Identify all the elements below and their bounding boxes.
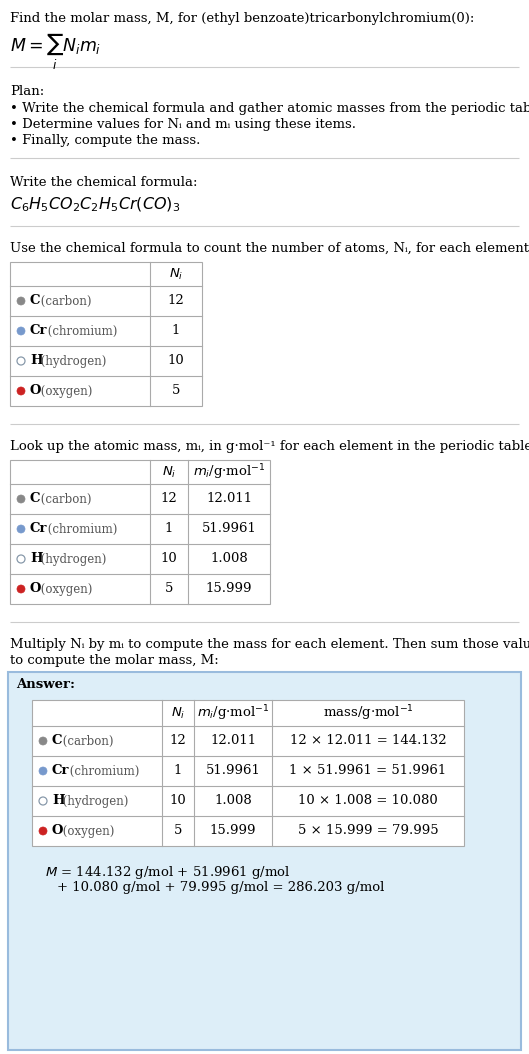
Text: Use the chemical formula to count the number of atoms, Nᵢ, for each element:: Use the chemical formula to count the nu… [10,242,529,255]
Text: $N_i$: $N_i$ [171,705,185,721]
Circle shape [17,357,25,365]
Text: • Write the chemical formula and gather atomic masses from the periodic table.: • Write the chemical formula and gather … [10,102,529,115]
Text: (carbon): (carbon) [37,492,92,506]
Text: C: C [30,294,41,308]
Text: H: H [30,552,43,566]
FancyBboxPatch shape [8,672,521,1050]
Circle shape [17,585,25,593]
Text: 51.9961: 51.9961 [202,523,257,535]
Text: (hydrogen): (hydrogen) [59,795,129,807]
Text: mass/g·mol$^{-1}$: mass/g·mol$^{-1}$ [323,703,414,723]
Text: $C_6H_5CO_2C_2H_5Cr(CO)_3$: $C_6H_5CO_2C_2H_5Cr(CO)_3$ [10,196,180,214]
Text: Cr: Cr [30,325,48,337]
Bar [10,262,202,406]
Text: $m_i$/g·mol$^{-1}$: $m_i$/g·mol$^{-1}$ [197,703,269,723]
Text: • Determine values for Nᵢ and mᵢ using these items.: • Determine values for Nᵢ and mᵢ using t… [10,118,356,131]
Text: (chromium): (chromium) [67,764,140,778]
Text: Find the molar mass, M, for (ethyl benzoate)tricarbonylchromium(0):: Find the molar mass, M, for (ethyl benzo… [10,12,475,25]
Circle shape [39,827,47,835]
Text: (hydrogen): (hydrogen) [37,354,106,368]
Text: 12: 12 [168,294,185,308]
Text: to compute the molar mass, M:: to compute the molar mass, M: [10,653,219,667]
Text: 10 × 1.008 = 10.080: 10 × 1.008 = 10.080 [298,795,438,807]
Text: $M$ = 144.132 g/mol + 51.9961 g/mol: $M$ = 144.132 g/mol + 51.9961 g/mol [45,864,290,881]
Bar [32,700,464,846]
Text: 1: 1 [165,523,173,535]
Text: C: C [52,735,62,747]
Text: 5: 5 [165,583,173,596]
Text: C: C [30,492,41,506]
Text: 51.9961: 51.9961 [206,764,260,778]
Circle shape [39,797,47,805]
Text: (oxygen): (oxygen) [37,583,93,596]
Text: 5 × 15.999 = 79.995: 5 × 15.999 = 79.995 [298,824,439,838]
Text: Cr: Cr [30,523,48,535]
Text: (hydrogen): (hydrogen) [37,552,106,566]
Text: Multiply Nᵢ by mᵢ to compute the mass for each element. Then sum those values: Multiply Nᵢ by mᵢ to compute the mass fo… [10,638,529,651]
Text: 12.011: 12.011 [210,735,256,747]
Text: (carbon): (carbon) [37,294,92,308]
Text: 15.999: 15.999 [206,583,252,596]
Text: 10: 10 [170,795,186,807]
Text: O: O [30,583,41,596]
Text: $N_i$: $N_i$ [169,267,183,281]
Text: 1.008: 1.008 [214,795,252,807]
Circle shape [17,555,25,563]
Circle shape [17,525,25,533]
Circle shape [39,737,47,745]
Text: 12: 12 [161,492,177,506]
Text: (chromium): (chromium) [44,523,118,535]
Text: 5: 5 [174,824,182,838]
Circle shape [17,327,25,335]
Text: $N_i$: $N_i$ [162,465,176,480]
Text: 1: 1 [174,764,182,778]
Text: O: O [52,824,63,838]
Text: Write the chemical formula:: Write the chemical formula: [10,176,197,189]
Bar [10,460,270,604]
Text: + 10.080 g/mol + 79.995 g/mol = 286.203 g/mol: + 10.080 g/mol + 79.995 g/mol = 286.203 … [57,881,385,894]
Circle shape [17,495,25,503]
Text: 5: 5 [172,385,180,397]
Text: H: H [30,354,43,368]
Text: Plan:: Plan: [10,85,44,98]
Circle shape [17,297,25,305]
Text: 10: 10 [161,552,177,566]
Text: 10: 10 [168,354,185,368]
Text: 12: 12 [170,735,186,747]
Text: Answer:: Answer: [16,678,75,691]
Text: • Finally, compute the mass.: • Finally, compute the mass. [10,134,200,147]
Text: O: O [30,385,41,397]
Text: (chromium): (chromium) [44,325,118,337]
Circle shape [17,387,25,395]
Text: (oxygen): (oxygen) [59,824,115,838]
Text: Cr: Cr [52,764,69,778]
Text: 15.999: 15.999 [210,824,256,838]
Text: 1.008: 1.008 [210,552,248,566]
Text: $M = \sum_i N_i m_i$: $M = \sum_i N_i m_i$ [10,32,102,72]
Text: H: H [52,795,65,807]
Text: Look up the atomic mass, mᵢ, in g·mol⁻¹ for each element in the periodic table:: Look up the atomic mass, mᵢ, in g·mol⁻¹ … [10,440,529,453]
Text: (carbon): (carbon) [59,735,114,747]
Text: 1: 1 [172,325,180,337]
Text: (oxygen): (oxygen) [37,385,93,397]
Text: 12 × 12.011 = 144.132: 12 × 12.011 = 144.132 [290,735,446,747]
Text: $m_i$/g·mol$^{-1}$: $m_i$/g·mol$^{-1}$ [193,463,266,482]
Text: 12.011: 12.011 [206,492,252,506]
Text: 1 × 51.9961 = 51.9961: 1 × 51.9961 = 51.9961 [289,764,446,778]
Circle shape [39,767,47,775]
